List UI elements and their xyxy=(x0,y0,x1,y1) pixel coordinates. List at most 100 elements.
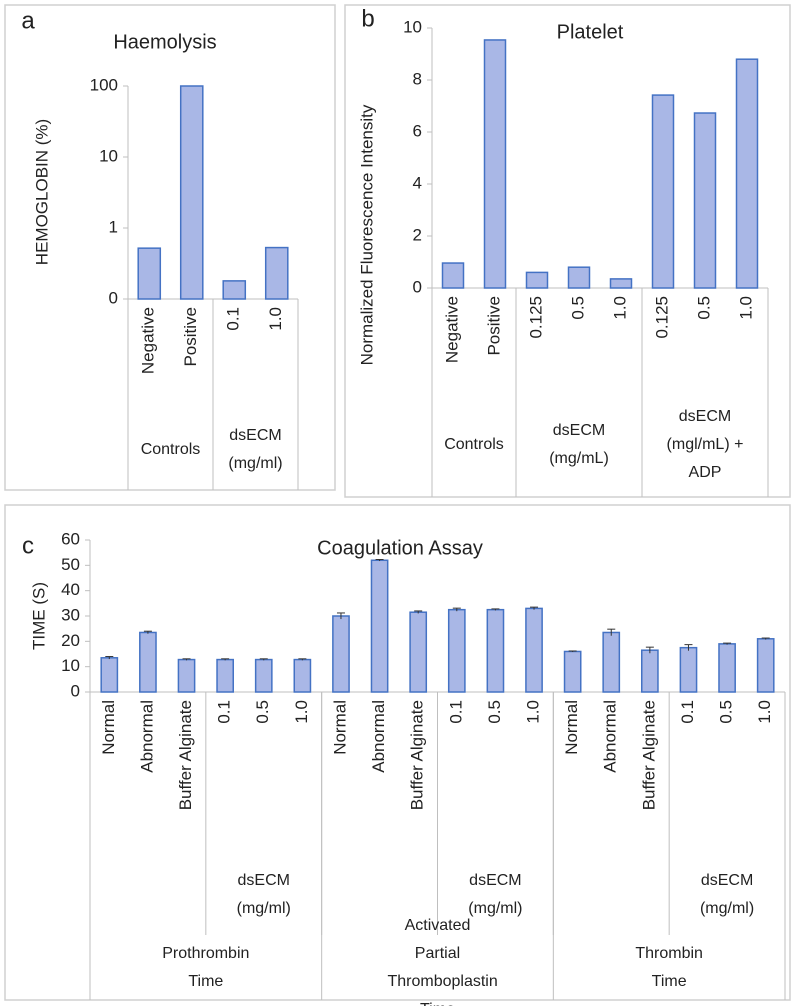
bar xyxy=(177,658,196,693)
group-label-text: dsECM (mgl/mL) + ADP xyxy=(666,407,744,481)
x-tick-label: Positive xyxy=(181,307,200,367)
x-tick-label: 1.0 xyxy=(755,700,774,724)
y-tick-label: 60 xyxy=(61,529,80,548)
y-tick-label: 6 xyxy=(413,121,422,140)
bar xyxy=(216,658,234,693)
y-tick-label: 2 xyxy=(413,225,422,244)
x-tick-label: Buffer Alginate xyxy=(176,700,195,810)
x-tick-label: 0.5 xyxy=(485,700,504,724)
group-label-text: Controls xyxy=(140,441,201,458)
x-tick-label: Abnormal xyxy=(369,700,388,773)
panel-label: b xyxy=(361,5,374,32)
bar xyxy=(641,649,659,693)
y-tick-label: 8 xyxy=(413,69,422,88)
panel-frame xyxy=(4,504,791,1001)
x-tick-label: 1.0 xyxy=(292,700,311,724)
bar xyxy=(735,58,759,289)
subgroup-label: dsECM (mg/ml) xyxy=(669,855,785,935)
y-tick-label: 40 xyxy=(61,580,80,599)
bar xyxy=(447,608,466,693)
bar xyxy=(486,608,505,693)
x-tick-label: 0.1 xyxy=(678,700,697,724)
bar xyxy=(254,658,273,693)
y-tick-label: 50 xyxy=(61,555,80,574)
x-tick-label: 1.0 xyxy=(524,700,543,724)
group-label-text: Thrombin Time xyxy=(635,944,703,990)
x-tick-label: 1.0 xyxy=(610,296,629,320)
subgroup-label-text: dsECM (mg/ml) xyxy=(236,872,291,917)
y-axis-label: HEMOGLOBIN (%) xyxy=(32,119,51,265)
y-tick-label: 1 xyxy=(109,217,118,236)
bar xyxy=(264,246,289,300)
bar xyxy=(139,631,157,693)
y-tick-label: 10 xyxy=(99,146,118,165)
y-tick-label: 0 xyxy=(413,277,422,296)
x-tick-label: 0.1 xyxy=(224,307,243,331)
y-axis-label: TIME (S) xyxy=(29,582,48,650)
bar xyxy=(409,611,428,693)
x-tick-label: Buffer Alginate xyxy=(408,700,427,810)
x-tick-label: 1.0 xyxy=(736,296,755,320)
chart-title: Coagulation Assay xyxy=(317,537,483,559)
x-tick-label: Abnormal xyxy=(601,700,620,773)
x-tick-label: Abnormal xyxy=(137,700,156,773)
x-tick-label: 0.5 xyxy=(253,700,272,724)
y-axis-label: Normalized Fluorescence Intensity xyxy=(357,104,376,365)
group-label: Thrombin Time xyxy=(553,935,785,1000)
y-tick-label: 0 xyxy=(71,681,80,700)
x-tick-label: 0.125 xyxy=(652,296,671,339)
x-tick-label: 0.5 xyxy=(717,700,736,724)
bar xyxy=(525,607,543,693)
group-label-text: Controls xyxy=(444,435,504,453)
x-tick-label: Normal xyxy=(562,700,581,755)
bar xyxy=(609,278,633,289)
group-label: dsECM (mg/ml) xyxy=(213,410,298,490)
chart-title: Haemolysis xyxy=(113,31,216,53)
bar xyxy=(293,658,312,693)
group-label-text: Prothrombin Time xyxy=(162,944,250,990)
group-label: Controls xyxy=(128,410,213,490)
y-tick-label: 10 xyxy=(61,656,80,675)
group-label-text: Activated Partial Thromboplastin Time xyxy=(387,916,498,1006)
subgroup-label-text: dsECM (mg/ml) xyxy=(699,872,755,917)
group-label: dsECM (mgl/mL) + ADP xyxy=(642,392,768,497)
group-label-text: dsECM (mg/ml) xyxy=(228,427,283,472)
x-tick-label: 0.5 xyxy=(568,296,587,320)
y-tick-label: 4 xyxy=(413,173,422,192)
x-tick-label: Normal xyxy=(99,700,118,755)
bar xyxy=(602,631,621,693)
bar xyxy=(525,271,549,289)
chart-title: Platelet xyxy=(557,21,624,43)
panel-frame xyxy=(4,4,336,491)
panel-label: c xyxy=(22,532,34,559)
bar xyxy=(100,657,119,693)
bar xyxy=(222,280,247,300)
x-tick-label: Negative xyxy=(139,307,158,374)
subgroup-label: dsECM (mg/ml) xyxy=(206,855,322,935)
x-tick-label: 0.1 xyxy=(215,700,234,724)
subgroup-label-text: dsECM (mg/ml) xyxy=(468,872,523,917)
group-label: Activated Partial Thromboplastin Time xyxy=(322,917,554,1006)
bar xyxy=(567,266,591,289)
bar xyxy=(563,650,582,693)
bar xyxy=(679,646,698,693)
x-tick-label: 0.125 xyxy=(526,296,545,339)
bar xyxy=(332,615,350,693)
x-tick-label: Positive xyxy=(484,296,503,356)
x-tick-label: 1.0 xyxy=(266,307,285,331)
group-label: Controls xyxy=(432,392,516,497)
bar xyxy=(693,112,717,289)
y-tick-label: 30 xyxy=(61,605,80,624)
x-tick-label: Negative xyxy=(442,296,461,363)
y-tick-label: 100 xyxy=(90,75,118,94)
x-tick-label: 0.1 xyxy=(446,700,465,724)
bar xyxy=(179,85,204,300)
bar xyxy=(651,94,675,289)
x-tick-label: 0.5 xyxy=(694,296,713,320)
bar xyxy=(718,643,736,693)
subgroup-label: dsECM (mg/ml) xyxy=(438,855,554,935)
bar xyxy=(756,638,775,693)
group-label: Prothrombin Time xyxy=(90,935,322,1000)
